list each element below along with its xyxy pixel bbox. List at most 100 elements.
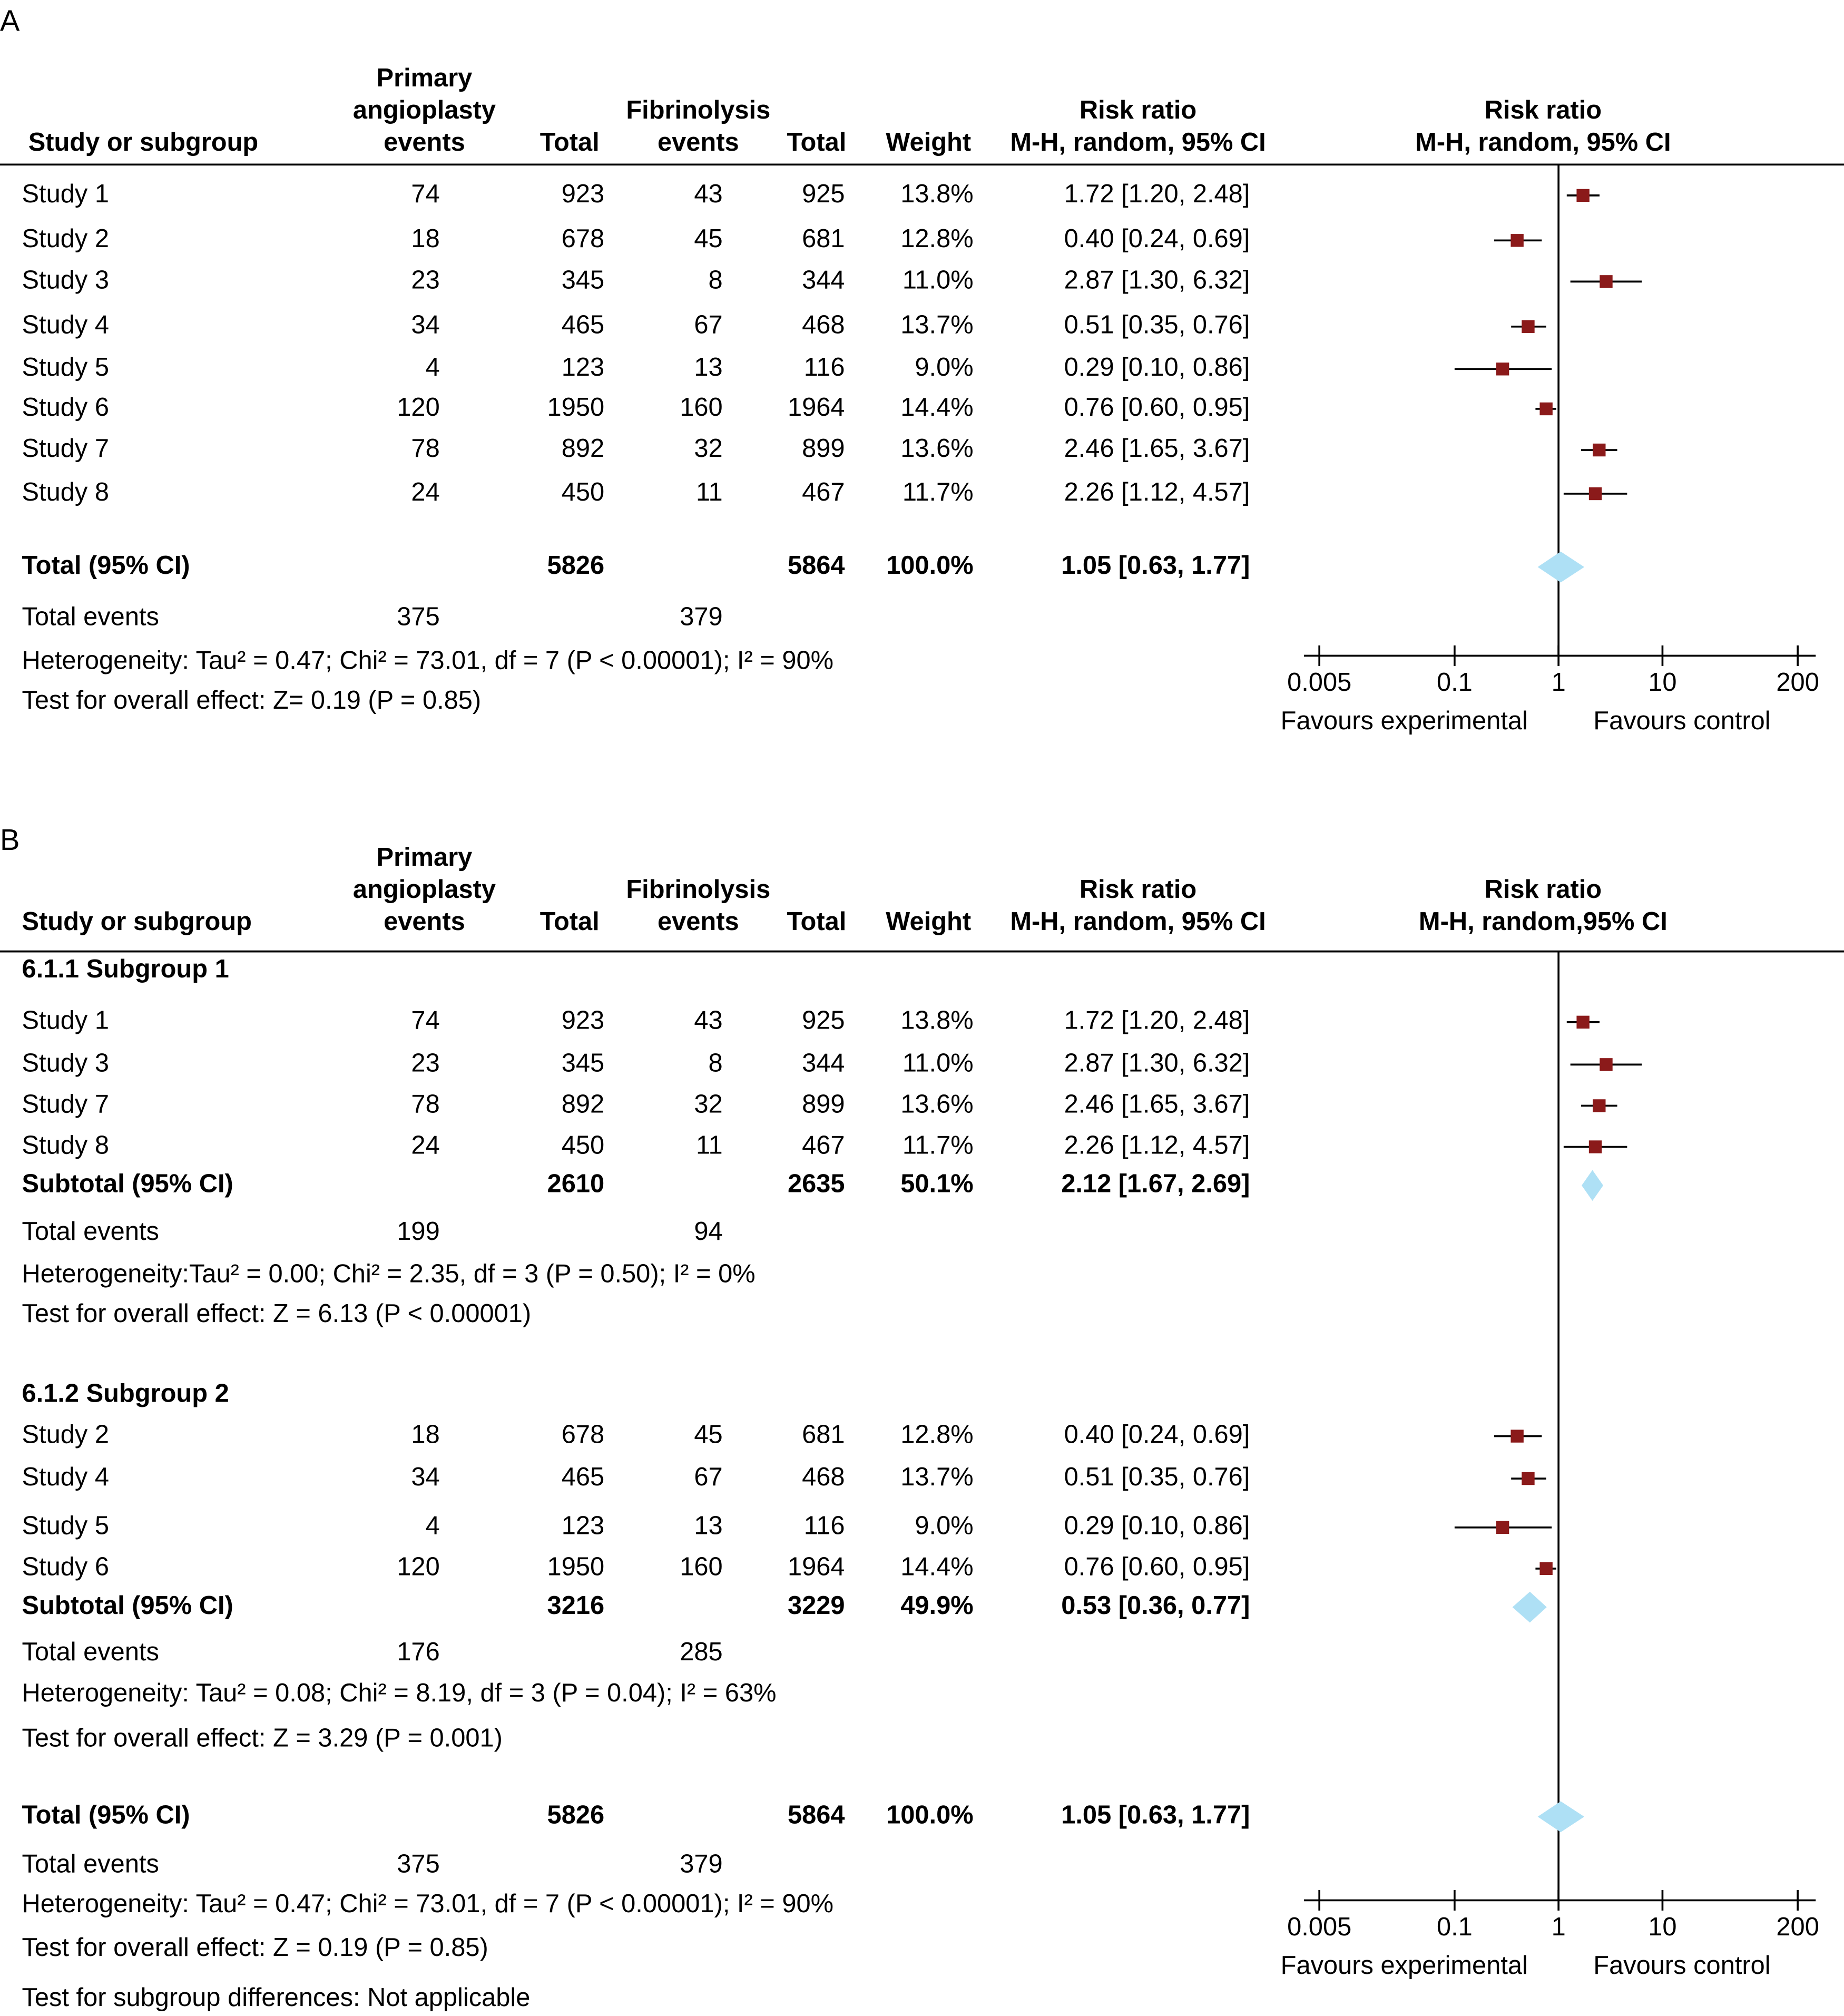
table-cell: 681 (802, 224, 845, 253)
table-cell: 450 (562, 1131, 604, 1159)
table-cell: 1964 (788, 393, 845, 422)
table-cell: 2.46 [1.65, 3.67] (1064, 434, 1250, 463)
table-cell: Study 2 (22, 1420, 109, 1449)
x-label-right: Favours control (1593, 1951, 1770, 1980)
table-cell: 78 (411, 434, 439, 463)
table-cell: 18 (411, 1420, 439, 1449)
column-header: events (384, 128, 465, 156)
table-cell: 12.8% (900, 1420, 973, 1449)
point-estimate (1600, 275, 1613, 288)
x-tick-label: 200 (1776, 668, 1819, 697)
table-cell: Study 3 (22, 266, 109, 294)
table-cell: 78 (411, 1090, 439, 1118)
table-cell: Study 4 (22, 311, 109, 339)
table-cell: 34 (411, 1463, 439, 1491)
table-cell: 160 (680, 393, 722, 422)
summary-cell: 100.0% (886, 551, 974, 580)
table-cell: 14.4% (900, 1553, 973, 1581)
total-events-cell: 94 (694, 1217, 722, 1246)
table-cell: 13.7% (900, 1463, 973, 1491)
plot-header: M-H, random, 95% CI (1415, 128, 1671, 156)
note: Heterogeneity: Tau² = 0.47; Chi² = 73.01… (22, 1890, 833, 1918)
table-cell: 9.0% (915, 353, 973, 381)
summary-label: Total (95% CI) (22, 551, 190, 580)
column-header: Fibrinolysis (626, 875, 770, 904)
table-cell: 465 (562, 1463, 604, 1491)
table-cell: Study 7 (22, 434, 109, 463)
table-cell: 74 (411, 180, 439, 208)
table-cell: 923 (562, 180, 604, 208)
table-cell: 2.26 [1.12, 4.57] (1064, 478, 1250, 506)
note: Test for overall effect: Z= 0.19 (P = 0.… (22, 686, 481, 715)
panel-label: A (0, 4, 20, 37)
column-header: angioplasty (353, 96, 496, 124)
table-cell: 678 (562, 1420, 604, 1449)
point-estimate (1588, 1140, 1602, 1153)
table-cell: 681 (802, 1420, 845, 1449)
table-cell: 18 (411, 224, 439, 253)
note: Test for overall effect: Z = 6.13 (P < 0… (22, 1299, 531, 1328)
table-cell: 923 (562, 1006, 604, 1035)
plot-header: M-H, random,95% CI (1419, 907, 1668, 936)
subgroup-title: 6.1.1 Subgroup 1 (22, 955, 229, 983)
summary-cell: 1.05 [0.63, 1.77] (1061, 1801, 1250, 1829)
table-cell: 467 (802, 478, 845, 506)
summary-cell: 3229 (788, 1591, 845, 1620)
diamond (1582, 1170, 1603, 1201)
table-cell: 13 (694, 1512, 722, 1540)
table-cell: 0.40 [0.24, 0.69] (1064, 224, 1250, 253)
table-cell: 34 (411, 311, 439, 339)
table-cell: 468 (802, 311, 845, 339)
table-cell: Study 5 (22, 1512, 109, 1540)
table-cell: 11.0% (903, 266, 974, 294)
total-events-label: Total events (22, 1849, 159, 1878)
point-estimate (1496, 1521, 1509, 1534)
table-cell: 925 (802, 1006, 845, 1035)
table-cell: 11 (696, 478, 723, 506)
table-cell: 9.0% (915, 1512, 973, 1540)
x-label-left: Favours experimental (1281, 707, 1528, 735)
total-events-cell: 379 (680, 603, 722, 631)
table-cell: 120 (397, 1553, 439, 1581)
column-header: Study or subgroup (28, 128, 258, 156)
point-estimate (1510, 234, 1524, 247)
table-cell: 344 (802, 1049, 845, 1077)
table-cell: 1.72 [1.20, 2.48] (1064, 180, 1250, 208)
column-header: Primary (377, 64, 473, 92)
x-tick-label: 10 (1648, 668, 1676, 697)
table-cell: 892 (562, 1090, 604, 1118)
table-cell: 0.76 [0.60, 0.95] (1064, 1553, 1250, 1581)
point-estimate (1576, 189, 1590, 202)
note: Heterogeneity:Tau² = 0.00; Chi² = 2.35, … (22, 1259, 755, 1288)
table-cell: Study 1 (22, 1006, 109, 1035)
total-events-label: Total events (22, 1217, 159, 1246)
table-cell: 74 (411, 1006, 439, 1035)
table-cell: 2.87 [1.30, 6.32] (1064, 266, 1250, 294)
table-cell: 11 (696, 1131, 723, 1159)
table-cell: 24 (411, 1131, 439, 1159)
total-events-cell: 176 (397, 1638, 439, 1666)
table-cell: 0.76 [0.60, 0.95] (1064, 393, 1250, 422)
column-header: M-H, random, 95% CI (1010, 907, 1266, 936)
table-cell: 345 (562, 1049, 604, 1077)
table-cell: 2.46 [1.65, 3.67] (1064, 1090, 1250, 1118)
table-cell: 678 (562, 224, 604, 253)
table-cell: 899 (802, 1090, 845, 1118)
point-estimate (1593, 1099, 1606, 1112)
table-cell: 344 (802, 266, 845, 294)
table-cell: Study 6 (22, 393, 109, 422)
table-cell: Study 2 (22, 224, 109, 253)
point-estimate (1576, 1015, 1590, 1029)
column-header: Total (787, 128, 846, 156)
total-events-cell: 199 (397, 1217, 439, 1246)
column-header: Fibrinolysis (626, 96, 770, 124)
table-cell: 1964 (788, 1553, 845, 1581)
table-cell: 116 (804, 1512, 845, 1540)
total-events-cell: 375 (397, 603, 439, 631)
summary-label: Subtotal (95% CI) (22, 1170, 233, 1198)
plot-header: Risk ratio (1485, 875, 1602, 904)
table-cell: 43 (694, 1006, 722, 1035)
note: Heterogeneity: Tau² = 0.08; Chi² = 8.19,… (22, 1679, 776, 1707)
table-cell: 67 (694, 311, 722, 339)
